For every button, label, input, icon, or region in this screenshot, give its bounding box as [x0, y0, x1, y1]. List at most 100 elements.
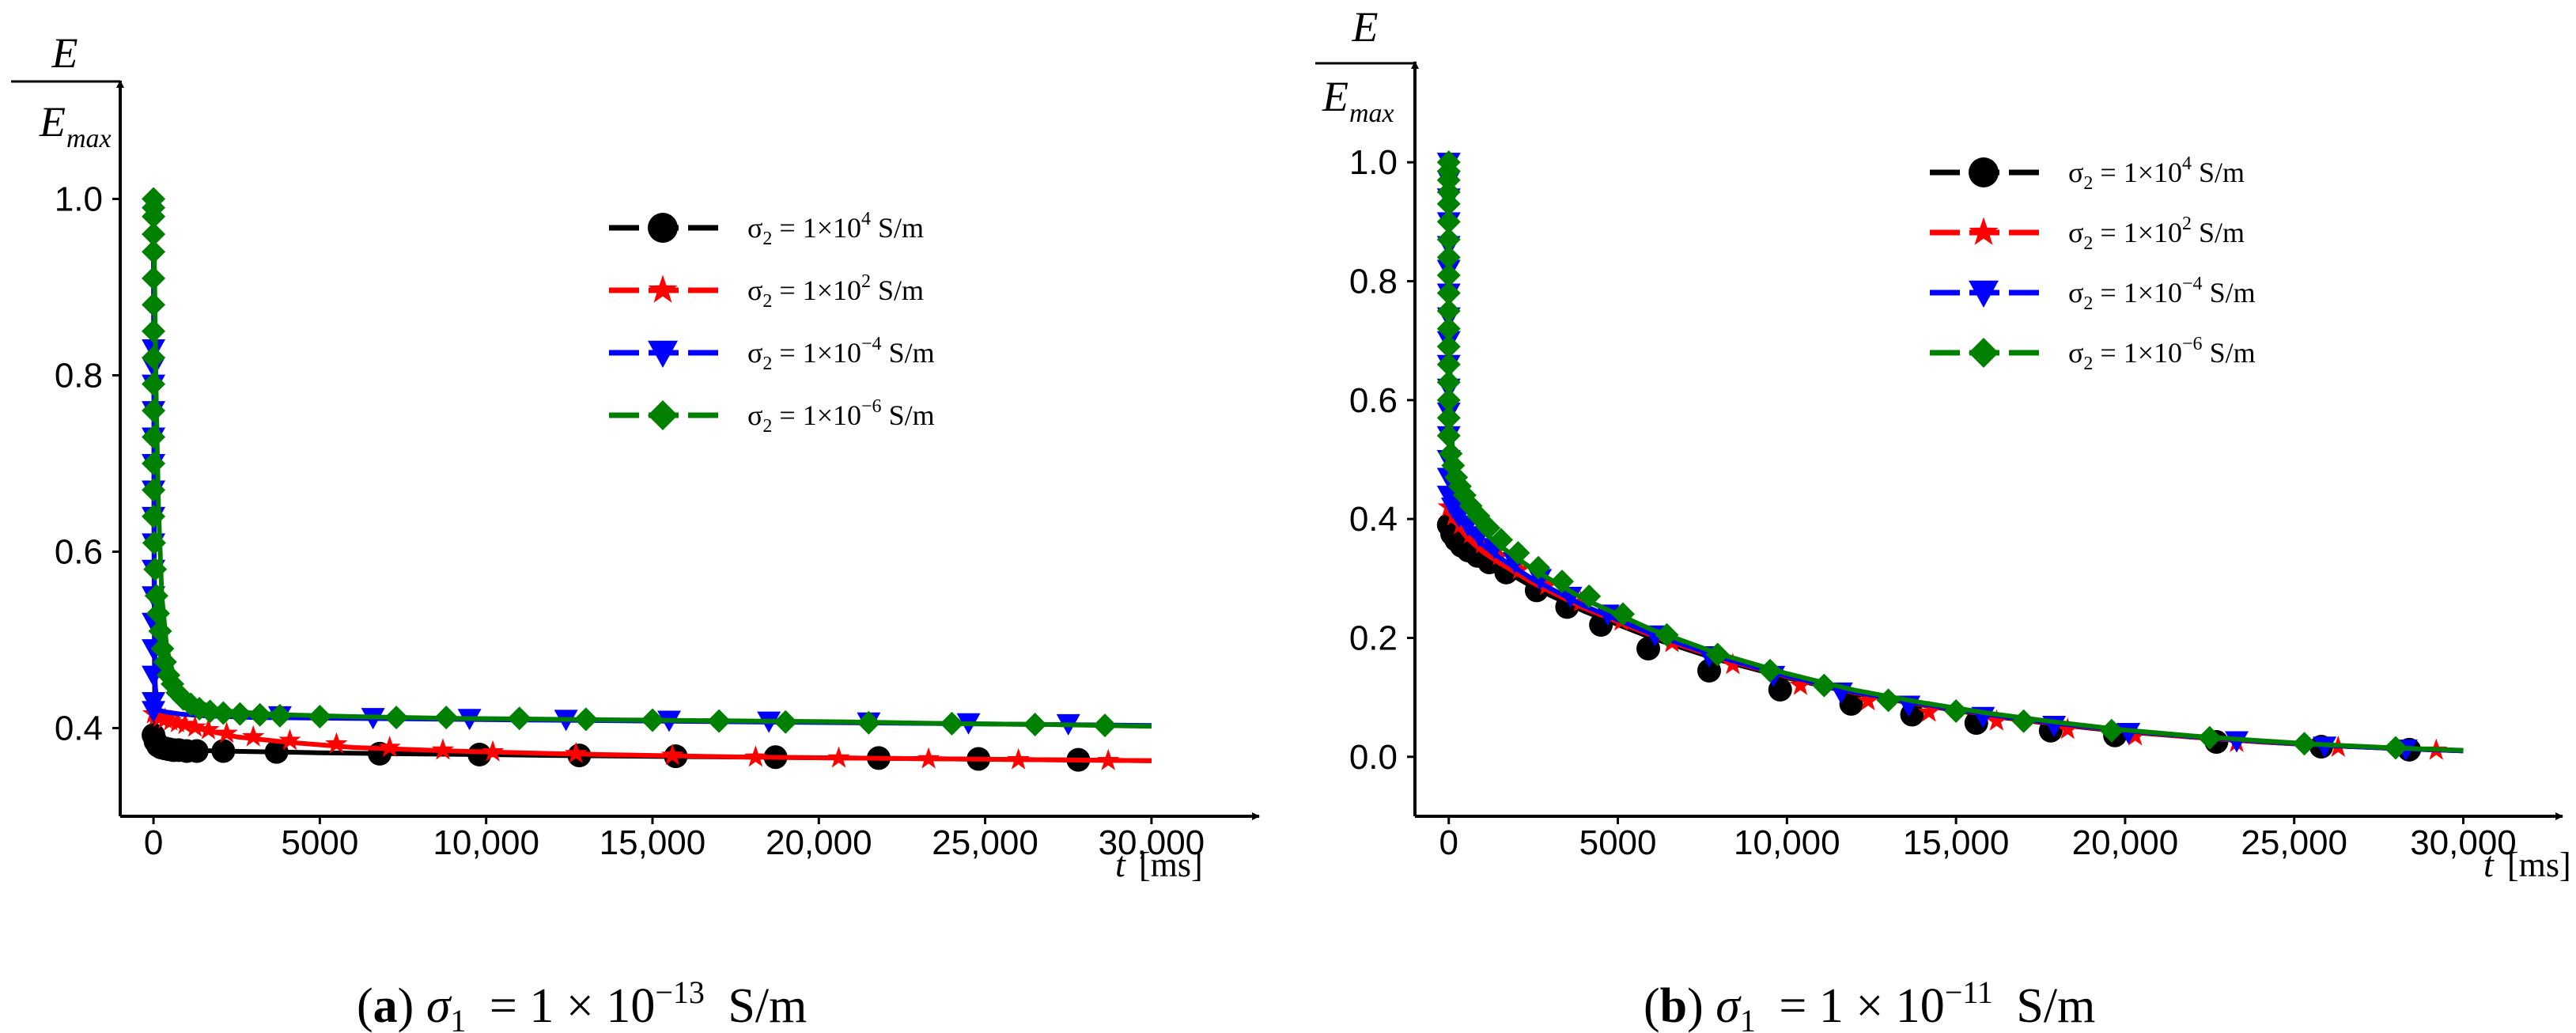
data-point: [1477, 516, 1501, 540]
data-point: [1610, 602, 1635, 626]
data-point: [325, 732, 348, 754]
legend-label: σ2 = 1×104 S/m: [2068, 153, 2245, 194]
xlabel-unit: [ms]: [2507, 846, 2571, 884]
data-point: [1436, 388, 1461, 412]
legend-label: σ2 = 1×10−6 S/m: [2068, 334, 2256, 374]
data-point: [1023, 713, 1047, 737]
y-tick-label: 1.0: [55, 180, 103, 219]
legend-marker: [648, 340, 678, 368]
legend-marker: [648, 274, 678, 303]
legend-entry-2: σ2 = 1×10−4 S/m: [609, 334, 935, 374]
data-point: [1436, 281, 1461, 305]
legend-marker: [648, 400, 678, 430]
data-point: [142, 222, 166, 247]
y-ticks: 0.0 0.2 0.4 0.6 0.8 1.0: [1349, 143, 1415, 777]
ylabel-numerator: E: [1352, 3, 1379, 51]
data-point: [1436, 191, 1461, 216]
series-line: [151, 199, 1152, 729]
data-point: [1789, 673, 1812, 695]
data-point: [142, 504, 166, 528]
data-point: [774, 709, 798, 734]
x-tick-label: 20,000: [766, 823, 872, 862]
legend-label: σ2 = 1×102 S/m: [747, 271, 924, 312]
y-ticks: 0.4 0.6 0.8 1.0: [55, 180, 120, 748]
y-tick-label: 0.8: [1349, 263, 1398, 301]
data-point: [1489, 528, 1514, 552]
data-point: [142, 293, 166, 317]
data-point: [183, 715, 206, 737]
data-point: [197, 717, 220, 740]
data-point: [744, 745, 767, 767]
data-point: [1757, 658, 1782, 683]
data-point: [248, 702, 272, 727]
x-ticks: 0 5000 10,000 15,000 20,000 25,000 30,000: [1439, 816, 2517, 862]
series-1: [1437, 162, 2464, 760]
data-point: [278, 728, 301, 751]
data-point: [142, 319, 166, 343]
data-point: [1697, 658, 1721, 683]
x-tick-label: 15,000: [1903, 823, 2010, 862]
xlabel-var: t: [1115, 844, 1126, 884]
chart-panel-a: E E max 0.4 0.6 0.8 1.0 0 5000 10,000 15,000 20…: [11, 29, 1260, 1033]
data-point: [917, 747, 940, 769]
data-point: [267, 703, 292, 728]
x-tick-label: 0: [144, 823, 163, 862]
x-tick-label: 10,000: [1734, 823, 1840, 862]
ylabel-denominator-sub: max: [66, 124, 112, 153]
data-point: [1655, 622, 1679, 647]
data-point: [640, 708, 664, 732]
data-point: [1721, 653, 1745, 675]
data-point: [1436, 406, 1461, 430]
data-point: [142, 531, 166, 555]
data-point: [1436, 227, 1461, 252]
legend-marker: [1969, 157, 1999, 187]
data-point: [2197, 725, 2222, 750]
data-point: [142, 701, 166, 723]
data-point: [144, 584, 168, 608]
data-point: [1436, 168, 1461, 192]
ylabel-denominator: E: [1322, 73, 1349, 120]
data-point: [1436, 316, 1461, 341]
data-point: [1436, 352, 1461, 376]
data-point: [2124, 724, 2147, 746]
series-line: [1446, 162, 2464, 754]
data-point: [1569, 590, 1592, 612]
data-point: [1944, 698, 1969, 723]
legend-label: σ2 = 1×102 S/m: [2068, 214, 2245, 254]
data-point: [1876, 688, 1901, 713]
x-tick-label: 15,000: [600, 823, 706, 862]
data-point: [1705, 642, 1730, 667]
legend-entry-1: σ2 = 1×102 S/m: [1930, 214, 2245, 254]
legend-marker: [1969, 217, 1999, 245]
series-line: [151, 199, 1152, 763]
legend-entry-1: σ2 = 1×102 S/m: [609, 271, 924, 312]
data-point: [1839, 691, 1863, 716]
x-tick-label: 30,000: [1099, 823, 1205, 862]
legend-label: σ2 = 1×10−6 S/m: [747, 396, 935, 437]
x-tick-label: 10,000: [433, 823, 539, 862]
data-point: [142, 346, 166, 370]
data-point: [2011, 709, 2036, 733]
y-tick-label: 0.6: [55, 533, 103, 572]
data-point: [173, 713, 197, 735]
data-point: [142, 478, 166, 502]
data-point: [308, 705, 332, 729]
data-point: [707, 709, 732, 733]
series-1: [142, 199, 1152, 770]
series-line: [1446, 162, 2464, 753]
data-point: [211, 739, 236, 763]
x-tick-label: 30,000: [2410, 823, 2517, 862]
y-tick-label: 1.0: [1349, 143, 1398, 182]
data-point: [142, 425, 166, 449]
x-tick-label: 5000: [281, 823, 358, 862]
caption-b: (b) σ1 = 1 × 10−11 S/m: [1644, 960, 2095, 1033]
data-point: [142, 665, 166, 687]
series-line: [1446, 162, 2464, 754]
data-point: [1436, 245, 1461, 270]
ylabel-numerator: E: [51, 29, 78, 77]
data-point: [1549, 569, 1574, 594]
data-point: [2313, 736, 2337, 759]
data-point: [228, 702, 252, 726]
x-tick-label: 5000: [1579, 823, 1657, 862]
